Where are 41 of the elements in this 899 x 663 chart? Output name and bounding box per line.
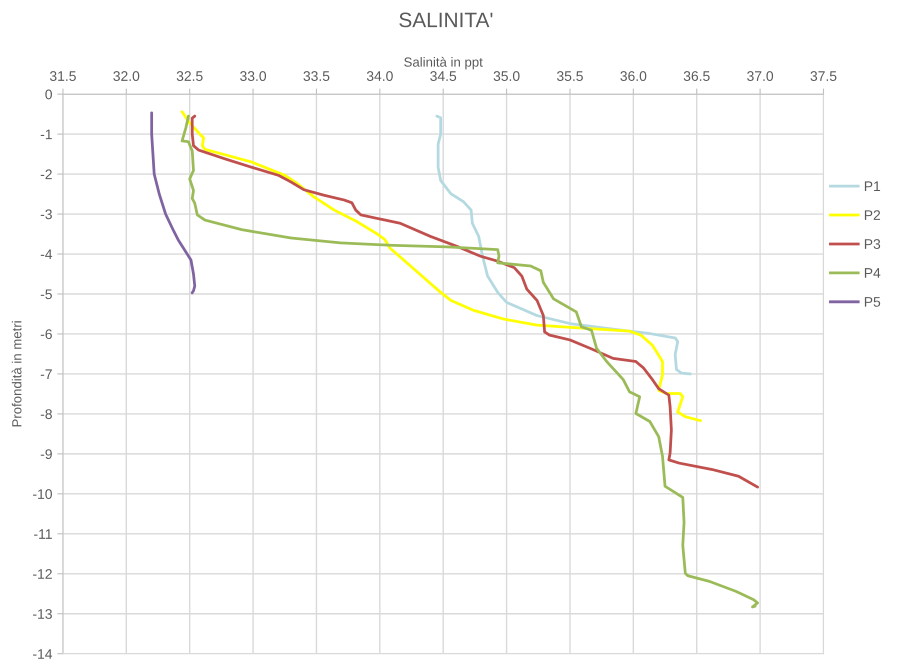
x-tick-label: 36.5 [684,71,710,81]
x-tick-label: 36.0 [620,71,646,81]
legend-label: P1 [864,181,880,191]
legend-label: P4 [864,268,880,278]
line-series [150,112,196,294]
x-tick-label: 35.0 [494,71,520,81]
y-tick-label: -6 [40,329,52,340]
x-tick-label: 37.5 [810,71,836,81]
y-tick-label: -5 [40,289,52,300]
x-axis-title: Salinità in ppt [404,56,483,70]
line-series [435,114,692,376]
y-tick-label: -4 [40,250,52,260]
x-tick-label: 32.0 [113,71,140,81]
y-tick-label: -10 [33,489,52,500]
line-series [180,110,702,422]
x-tick-label: 31.5 [50,71,76,81]
y-tick-label: -2 [40,169,52,180]
legend-label: P3 [864,239,880,249]
y-tick-label: 0 [45,89,52,100]
x-tick-label: 35.5 [556,71,583,81]
x-tick-label: 33.0 [240,71,266,81]
y-tick-label: -3 [40,209,52,220]
line-series [190,114,759,488]
y-tick-label: -11 [34,529,52,539]
y-tick-label: -9 [40,449,52,460]
y-tick-label: -13 [33,609,52,619]
line-series [180,114,759,608]
y-tick-label: -12 [33,569,52,579]
y-tick-label: -14 [33,649,52,659]
y-axis-title: Profondità in metri [12,321,22,426]
y-tick-label: -8 [40,409,52,420]
legend-label: P5 [864,297,880,307]
x-tick-label: 33.5 [303,71,330,81]
x-tick-label: 34.5 [430,71,456,81]
y-tick-label: -1 [40,130,52,140]
x-tick-label: 34.0 [366,71,393,81]
legend-label: P2 [864,210,880,220]
x-tick-label: 32.5 [176,71,203,81]
x-tick-label: 37.0 [747,71,774,81]
chart-title: SALINITA' [399,12,492,28]
y-tick-label: -7 [40,369,52,379]
